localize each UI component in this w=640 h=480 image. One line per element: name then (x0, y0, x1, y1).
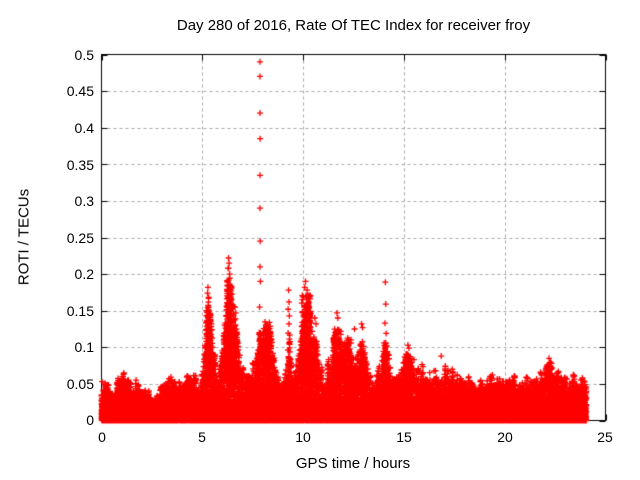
x-tick-label: 15 (396, 429, 412, 445)
x-tick-label: 25 (597, 429, 613, 445)
y-tick-label: 0.2 (74, 266, 94, 282)
x-tick-label: 0 (98, 429, 106, 445)
y-tick-label: 0.35 (66, 157, 94, 173)
y-tick-label: 0.45 (66, 83, 94, 99)
y-tick-label: 0 (86, 412, 94, 428)
y-tick-label: 0.15 (66, 303, 94, 319)
x-tick-label: 10 (295, 429, 311, 445)
y-tick-label: 0.1 (74, 339, 94, 355)
y-tick-label: 0.05 (66, 376, 94, 392)
y-tick-label: 0.25 (66, 230, 94, 246)
y-tick-label: 0.4 (74, 120, 94, 136)
chart-title: Day 280 of 2016, Rate Of TEC Index for r… (176, 17, 531, 34)
y-axis-label: ROTI / TECUs (15, 188, 33, 286)
x-tick-label: 20 (497, 429, 513, 445)
y-tick-label: 0.3 (74, 193, 94, 209)
y-tick-label: 0.5 (74, 47, 94, 63)
x-tick-label: 5 (198, 429, 206, 445)
x-axis-label: GPS time / hours (295, 455, 411, 472)
